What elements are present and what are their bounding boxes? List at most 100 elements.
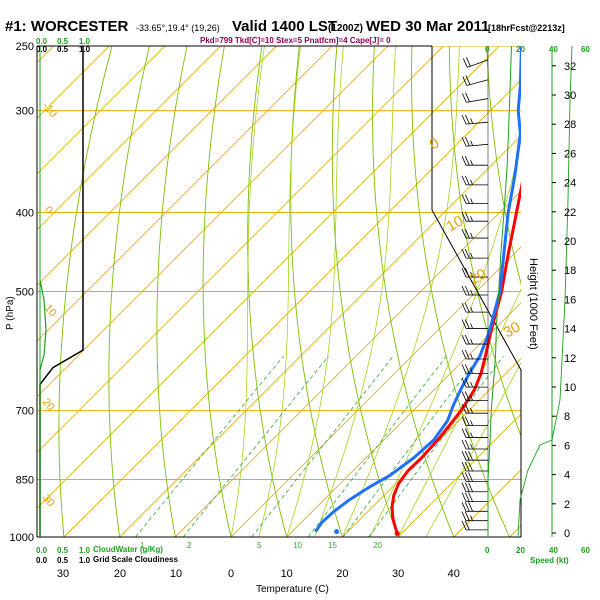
dry-adiabat-line [202, 46, 232, 538]
speed-tick-bottom: 0 [485, 546, 490, 555]
pressure-tick-label: 400 [16, 207, 34, 219]
wind-barb-flag [461, 349, 467, 360]
temperature-tick-label: 30 [392, 568, 404, 580]
wind-barb [461, 416, 488, 426]
wind-barb-halfflag [470, 289, 473, 296]
wind-speed-line [487, 45, 512, 537]
cloud-water-tick-top: 0.0 [36, 37, 48, 46]
wind-barb-flag [461, 267, 467, 278]
wind-barb-halfflag [470, 368, 473, 374]
height-tick-label: 18 [564, 265, 576, 277]
wind-barb [461, 482, 488, 493]
wind-barb [461, 520, 488, 531]
isotherm-line [63, 79, 521, 538]
wind-barb-flag [464, 511, 470, 521]
pressure-tick-label: 250 [16, 41, 34, 53]
mixing-ratio-label: 2 [187, 541, 192, 550]
wind-barb-flag [461, 416, 467, 426]
wind-barb-flag [464, 416, 470, 426]
wind-barb-halfflag [470, 140, 474, 146]
wind-barb-halfflag [470, 232, 473, 239]
cloud-water-tick-bottom: 1.0 [79, 546, 91, 555]
wind-barb-flag [465, 92, 470, 102]
wind-barb-flag [461, 377, 467, 388]
temperature-tick-label: 10 [281, 568, 293, 580]
cloud-water-tick-top: 0.5 [57, 37, 69, 46]
moist-adiabat-line [230, 46, 265, 538]
wind-barb-flag [465, 136, 470, 147]
isotherm-line [37, 46, 389, 398]
wind-barb-staff [466, 121, 489, 125]
height-tick-label: 6 [564, 440, 570, 452]
mixing-ratio-line [182, 355, 329, 538]
dry-adiabat-line [247, 46, 288, 538]
moist-adiabat-line [286, 46, 344, 538]
dry-adiabat-line [411, 46, 510, 538]
mixing-ratio-line [307, 355, 447, 538]
moist-adiabat-line [369, 138, 521, 538]
speed-tick-bottom: 60 [581, 546, 590, 555]
wind-barb-flag [461, 93, 467, 103]
wind-barb-halfflag [470, 252, 473, 259]
wind-barb-flag [461, 451, 467, 461]
height-tick-label: 20 [564, 236, 576, 248]
temperature-line [390, 181, 521, 534]
wind-barb-halfflag [470, 198, 473, 204]
wind-barb-halfflag [470, 323, 473, 329]
pressure-tick-label: 700 [16, 406, 34, 418]
wind-barb-flag [461, 194, 467, 204]
wind-barb-flag [461, 520, 467, 531]
wind-barb-flag [461, 248, 467, 259]
height-tick-label: 0 [564, 528, 570, 540]
wind-barb [461, 364, 488, 374]
wind-barb-flag [464, 428, 470, 438]
dry-adiabat-line [108, 46, 150, 538]
wind-barb [461, 404, 488, 414]
dry-adiabat-line [290, 46, 343, 538]
temperature-tick-label: 40 [448, 568, 460, 580]
wind-barb [461, 439, 488, 450]
wind-barb-halfflag [470, 381, 473, 388]
isotherm-line [286, 302, 521, 538]
height-tick-label: 2 [564, 499, 570, 511]
wind-barb-flag [461, 285, 467, 296]
wind-barb-staff [466, 143, 489, 147]
wind-barb-flag [461, 461, 467, 472]
isotherm-line [397, 413, 521, 538]
wind-barb [462, 75, 489, 86]
cloudiness-tick-bottom: 0.5 [57, 556, 69, 565]
isotherm-label: 0 [42, 204, 55, 216]
cloud-scale-label: 20 [114, 568, 126, 580]
wind-barb-flag [464, 364, 470, 374]
speed-tick-bottom: 40 [549, 546, 558, 555]
mixing-ratio-line [135, 355, 284, 538]
height-tick-label: 30 [564, 90, 576, 102]
wind-barb-flag [464, 228, 470, 239]
dry-adiabat-line [372, 46, 455, 538]
height-tick-label: 14 [564, 324, 576, 336]
isotherm-line [37, 46, 500, 509]
speed-tick-top: 60 [581, 45, 590, 54]
dry-adiabat-line [156, 46, 188, 538]
wind-barb [461, 319, 488, 329]
wind-barb-flag [468, 492, 473, 502]
wind-barb-flag [461, 439, 467, 450]
wind-barb [461, 461, 488, 472]
cloudiness-caption: Grid Scale Cloudiness [93, 555, 178, 564]
wind-speed-upper-line [517, 45, 573, 538]
moist-adiabat-line [314, 46, 396, 538]
wind-barb-halfflag [470, 306, 473, 313]
chart-title-station: #1: WORCESTER [5, 18, 129, 35]
dewpoint-line [314, 46, 521, 533]
wind-barb [461, 114, 489, 125]
isotherm-line [37, 46, 444, 454]
wind-barb [461, 492, 488, 503]
wind-barb [461, 377, 488, 388]
wind-barb-staff [466, 98, 489, 103]
wind-barb-halfflag [470, 353, 473, 360]
mixing-ratio-label: 15 [328, 541, 337, 550]
dry-adiabat-line [448, 46, 521, 438]
isotherm-label: -10 [40, 100, 59, 120]
wind-barb-flag [464, 377, 470, 388]
